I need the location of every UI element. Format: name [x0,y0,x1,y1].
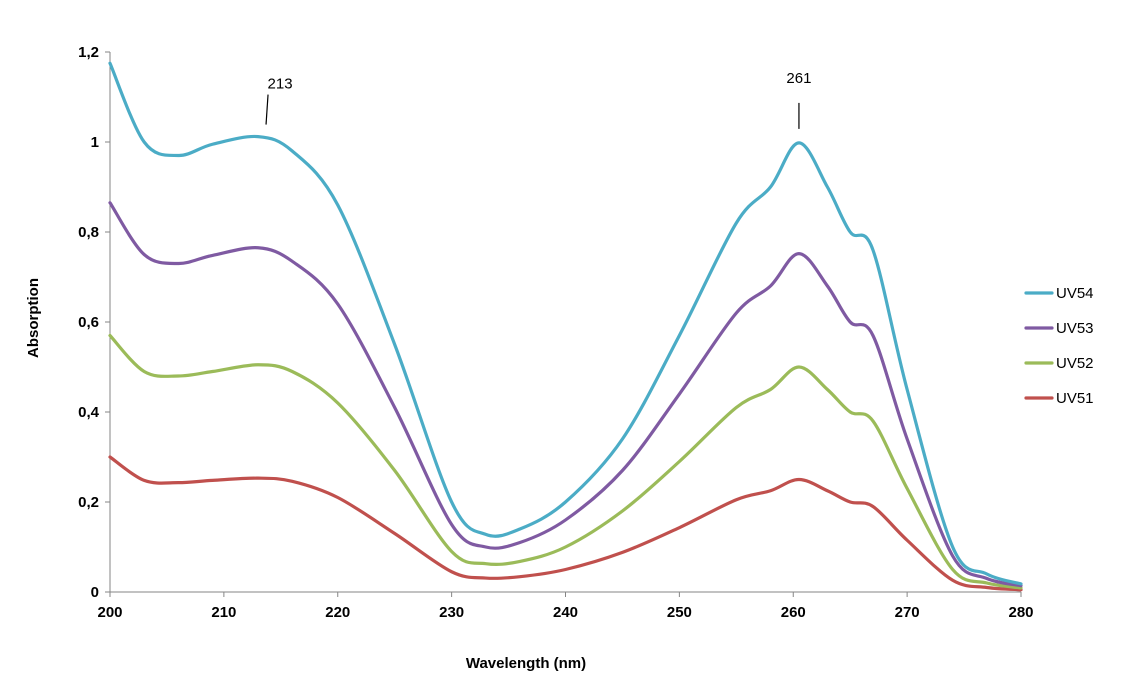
y-tick-label: 0,4 [78,404,100,421]
series-line-uv53 [108,201,1023,588]
legend-label: UV54 [1056,285,1094,302]
legend: UV54 UV53 UV52 UV51 [1024,285,1094,407]
annotations: 213 261 [265,70,811,129]
annotation-label: 261 [786,70,811,87]
x-tick-label: 280 [1008,604,1033,621]
axes: 0 0,2 0,4 0,6 0,8 1 1,2 200 210 220 230 240 250 260 27… [78,44,1033,621]
x-tick-label: 270 [895,604,920,621]
annotation-label: 213 [268,76,293,93]
x-axis-title: Wavelength (nm) [466,655,586,672]
series-line-uv52 [108,333,1023,590]
series-line-uv51 [108,455,1023,592]
x-tick-label: 210 [211,604,236,621]
x-tick-label: 230 [439,604,464,621]
y-axis-title: Absorption [25,278,42,358]
x-tick-label: 200 [97,604,122,621]
y-tick-label: 0 [91,584,99,601]
series-layer [108,61,1023,592]
annotation-leader [265,94,269,125]
x-tick-label: 260 [781,604,806,621]
y-tick-label: 0,8 [78,224,99,241]
y-tick-label: 1 [91,134,99,151]
x-tick-label: 220 [325,604,350,621]
y-tick-label: 1,2 [78,44,99,61]
y-tick-label: 0,6 [78,314,99,331]
series-line-uv54 [108,61,1023,586]
legend-label: UV52 [1056,355,1094,372]
x-tick-label: 250 [667,604,692,621]
legend-label: UV53 [1056,320,1094,337]
legend-label: UV51 [1056,390,1094,407]
y-tick-label: 0,2 [78,494,99,511]
x-tick-label: 240 [553,604,578,621]
